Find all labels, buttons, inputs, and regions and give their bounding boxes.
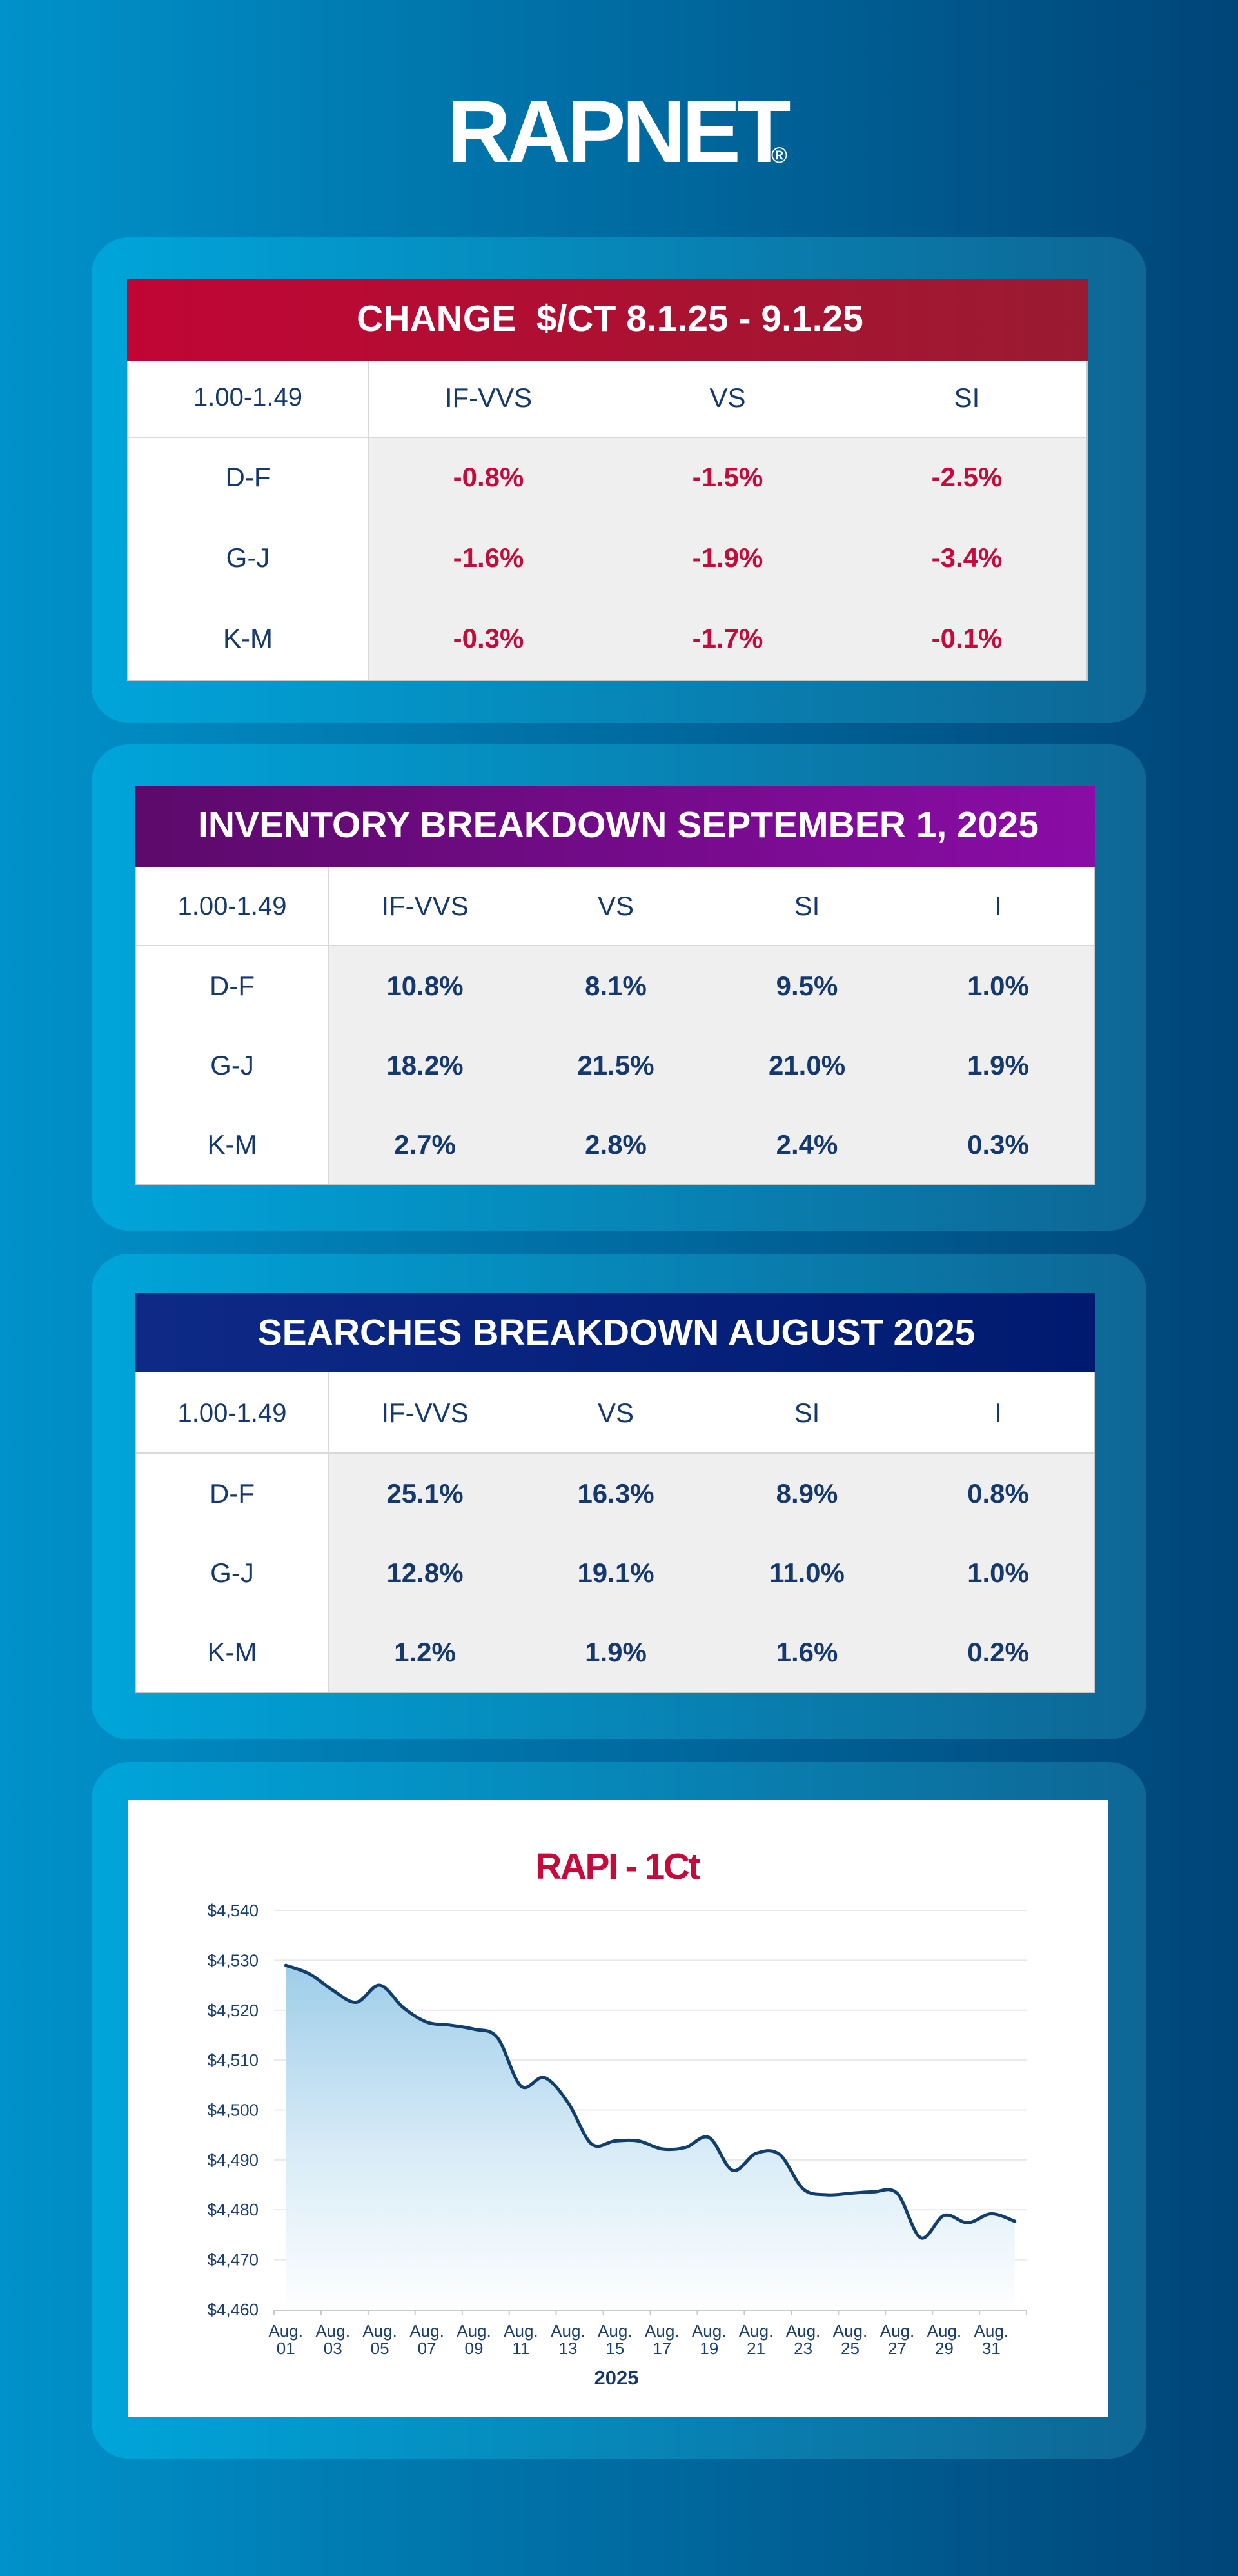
svg-text:Aug.: Aug. — [786, 2321, 821, 2341]
svg-text:$4,530: $4,530 — [207, 1950, 259, 1970]
svg-text:15: 15 — [605, 2339, 624, 2358]
svg-text:Aug.: Aug. — [315, 2321, 350, 2341]
svg-text:$4,500: $4,500 — [207, 2101, 259, 2120]
svg-text:31: 31 — [982, 2339, 1001, 2358]
svg-text:Aug.: Aug. — [974, 2321, 1009, 2341]
svg-text:23: 23 — [794, 2339, 812, 2358]
svg-text:Aug.: Aug. — [880, 2321, 915, 2341]
svg-text:Aug.: Aug. — [598, 2321, 633, 2341]
svg-text:Aug.: Aug. — [645, 2321, 680, 2341]
svg-text:$4,470: $4,470 — [207, 2250, 259, 2270]
svg-text:Aug.: Aug. — [268, 2321, 303, 2341]
svg-text:Aug.: Aug. — [692, 2321, 727, 2341]
svg-text:13: 13 — [558, 2339, 577, 2358]
svg-text:05: 05 — [371, 2339, 389, 2358]
svg-text:29: 29 — [935, 2339, 954, 2358]
svg-text:$4,490: $4,490 — [207, 2150, 259, 2170]
svg-text:2025: 2025 — [594, 2366, 639, 2389]
svg-text:11: 11 — [512, 2339, 529, 2358]
svg-text:03: 03 — [324, 2339, 342, 2358]
svg-text:01: 01 — [277, 2339, 295, 2358]
svg-text:$4,480: $4,480 — [207, 2200, 259, 2219]
svg-text:17: 17 — [653, 2339, 671, 2358]
svg-text:$4,520: $4,520 — [207, 2001, 259, 2020]
svg-text:$4,460: $4,460 — [207, 2300, 259, 2319]
svg-text:09: 09 — [465, 2339, 484, 2358]
svg-text:21: 21 — [747, 2339, 765, 2358]
svg-text:Aug.: Aug. — [504, 2321, 538, 2341]
svg-text:27: 27 — [888, 2339, 907, 2358]
svg-text:$4,510: $4,510 — [207, 2050, 259, 2070]
svg-text:Aug.: Aug. — [362, 2321, 397, 2341]
svg-text:Aug.: Aug. — [739, 2321, 774, 2341]
svg-text:$4,540: $4,540 — [207, 1901, 259, 1920]
svg-text:25: 25 — [841, 2339, 860, 2358]
svg-text:07: 07 — [418, 2339, 437, 2358]
svg-text:Aug.: Aug. — [833, 2321, 868, 2341]
svg-text:Aug.: Aug. — [551, 2321, 585, 2341]
svg-text:Aug.: Aug. — [409, 2321, 444, 2341]
svg-text:Aug.: Aug. — [457, 2321, 491, 2341]
svg-text:Aug.: Aug. — [927, 2321, 962, 2341]
svg-text:19: 19 — [700, 2339, 718, 2358]
